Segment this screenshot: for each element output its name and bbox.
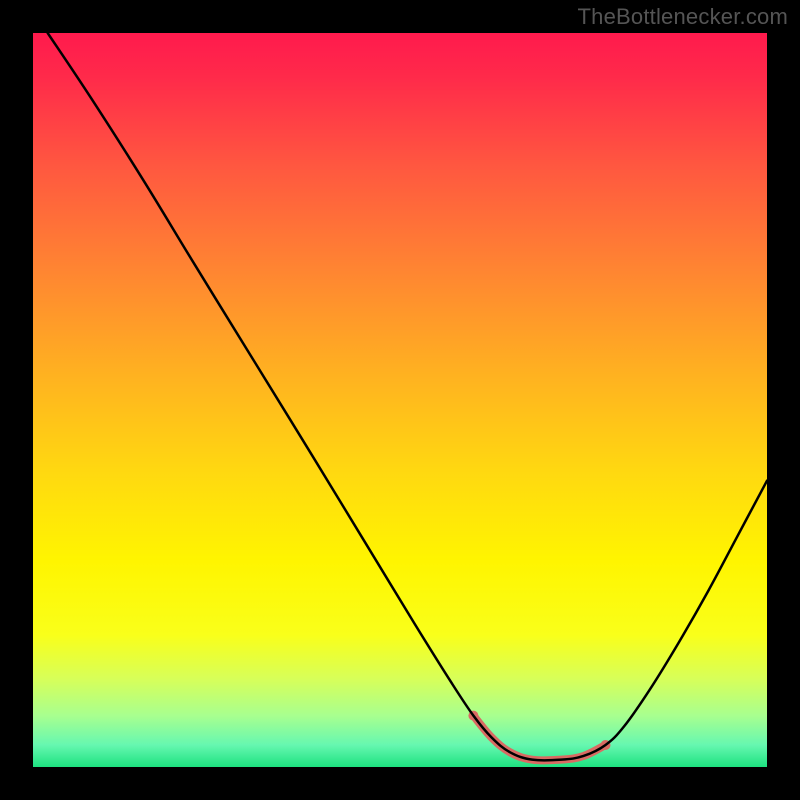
main-curve [48, 33, 767, 760]
chart-plot-area [33, 33, 767, 767]
chart-svg-overlay [33, 33, 767, 767]
watermark-text: TheBottlenecker.com [578, 4, 788, 30]
